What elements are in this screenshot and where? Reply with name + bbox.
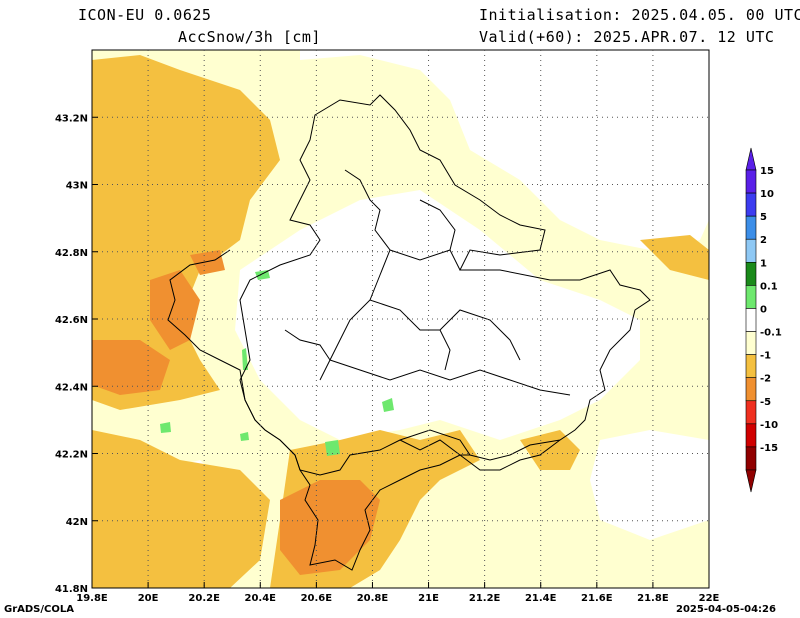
y-tick-label: 43N (66, 181, 88, 192)
y-tick-label: 42.8N (55, 248, 88, 259)
green-patch-1 (255, 270, 270, 280)
country-border-west (167, 249, 470, 571)
legend-swatch (745, 446, 757, 471)
x-tick-label: 21.8E (637, 593, 669, 604)
legend-swatch (745, 238, 757, 263)
inner-border-7 (439, 329, 451, 371)
green-patch-2 (242, 348, 248, 370)
green-patch-5 (160, 422, 171, 433)
precip-field (92, 50, 709, 588)
legend-label: 0 (760, 304, 767, 315)
y-tick-label: 43.2N (55, 113, 88, 124)
legend-label: -15 (760, 443, 778, 454)
legend-label: 5 (760, 212, 767, 223)
init-time: Initialisation: 2025.04.05. 00 UTC (479, 6, 800, 24)
orange-area-east (640, 235, 709, 280)
x-tick-label: 20.6E (301, 593, 333, 604)
x-tick-label: 19.8E (76, 593, 108, 604)
legend-label: -1 (760, 351, 771, 362)
green-patch-6 (240, 432, 249, 441)
legend-label: -10 (760, 420, 778, 431)
legend-label: 10 (760, 189, 774, 200)
country-border-south (399, 439, 561, 471)
inner-border-2 (389, 249, 461, 271)
inner-border-1 (319, 169, 391, 381)
variable-title: AccSnow/3h [cm] (178, 28, 321, 46)
x-tick-label: 21.2E (469, 593, 501, 604)
x-tick-label: 20.4E (245, 593, 277, 604)
valid-time: Valid(+60): 2025.APR.07. 12 UTC (479, 28, 775, 46)
legend-label: -2 (760, 374, 771, 385)
x-tick-label: 20.8E (357, 593, 389, 604)
inner-border-4 (329, 359, 571, 396)
x-tick-label: 21E (418, 593, 439, 604)
longitude-ticks: 19.8E 20E 20.2E 20.4E 20.6E 20.8E 21E 21.2E 21.4… (76, 582, 720, 604)
legend-swatch (745, 192, 757, 217)
model-title: ICON-EU 0.0625 (78, 6, 212, 24)
white-area-north (300, 50, 709, 250)
white-area-center (235, 190, 640, 440)
x-tick-label: 20E (138, 593, 159, 604)
inner-border-6 (284, 329, 331, 361)
y-tick-label: 42.6N (55, 315, 88, 326)
x-tick-label: 22E (699, 593, 720, 604)
legend-arrow-top (745, 147, 757, 171)
inner-border-3 (369, 299, 521, 361)
footer-left: GrADS/COLA (4, 604, 74, 615)
legend-label: -5 (760, 397, 771, 408)
green-patch-4 (325, 440, 340, 456)
legend-swatch (745, 169, 757, 194)
white-area-east (590, 430, 709, 540)
legend-label: 1 (760, 258, 767, 269)
x-tick-label: 21.4E (525, 593, 557, 604)
legend-swatch (745, 308, 757, 332)
legend-label: 0.1 (760, 281, 778, 292)
legend-swatch (745, 285, 757, 309)
dark-orange-area-4 (280, 480, 380, 575)
green-patch-3 (382, 398, 394, 412)
legend-swatch (745, 262, 757, 286)
y-tick-label: 42N (66, 517, 88, 528)
dark-orange-area-1 (150, 270, 200, 350)
legend-swatch (745, 423, 757, 448)
legend-swatch (745, 400, 757, 425)
x-tick-label: 21.6E (581, 593, 613, 604)
legend-swatch (745, 215, 757, 240)
footer-right: 2025-04-05-04:26 (676, 604, 776, 615)
legend-swatch (745, 354, 757, 378)
y-tick-label: 41.8N (55, 584, 88, 595)
y-tick-label: 42.4N (55, 382, 88, 393)
legend-swatch (745, 377, 757, 402)
legend-label: 15 (760, 166, 774, 177)
dark-orange-area-3 (190, 250, 225, 275)
latitude-ticks: 43.2N 43N 42.8N 42.6N 42.4N 42.2N 42N 41.8N (55, 113, 98, 595)
legend-label: 2 (760, 235, 767, 246)
orange-area-southwest (92, 430, 270, 588)
color-legend: 15 10 5 2 1 0.1 0 -0.1 -1 -2 -5 -10 -15 (745, 147, 782, 493)
x-tick-label: 20.2E (188, 593, 220, 604)
inner-border-5 (419, 199, 456, 251)
y-tick-label: 42.2N (55, 450, 88, 461)
legend-label: -0.1 (760, 328, 782, 339)
orange-area-west (92, 55, 280, 410)
dark-orange-area-2 (92, 340, 170, 395)
border-lines (167, 94, 651, 571)
legend-swatch (745, 331, 757, 355)
legend-arrow-bottom (745, 469, 757, 493)
orange-area-southeast (520, 430, 580, 470)
